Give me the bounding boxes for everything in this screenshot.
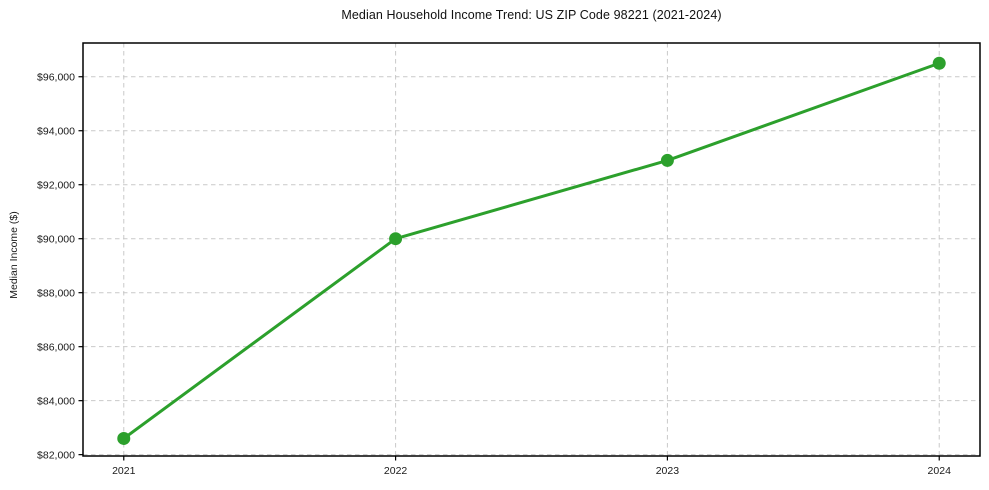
data-point-2022 (389, 232, 403, 246)
y-tick-label: $92,000 (37, 179, 75, 191)
y-tick-label: $90,000 (37, 233, 75, 245)
y-tick-label: $84,000 (37, 395, 75, 407)
y-tick-label: $96,000 (37, 71, 75, 83)
y-tick-label: $86,000 (37, 341, 75, 353)
chart-title: Median Household Income Trend: US ZIP Co… (341, 8, 722, 22)
data-point-2024 (932, 56, 946, 70)
x-tick-label: 2023 (656, 465, 680, 477)
x-tick-label: 2021 (112, 465, 136, 477)
y-tick-label: $88,000 (37, 287, 75, 299)
data-point-2021 (117, 431, 131, 445)
x-tick-label: 2022 (384, 465, 408, 477)
axes-spines (82, 42, 981, 457)
data-point-2023 (660, 153, 674, 167)
y-tick-label: $82,000 (37, 449, 75, 461)
data-line (122, 61, 941, 440)
y-tick-label: $94,000 (37, 125, 75, 137)
x-tick-label: 2024 (928, 465, 952, 477)
